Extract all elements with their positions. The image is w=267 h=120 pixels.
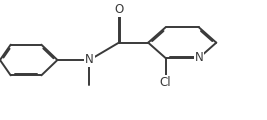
- Text: N: N: [195, 51, 203, 64]
- Text: O: O: [114, 3, 123, 16]
- Text: Cl: Cl: [160, 75, 171, 88]
- Text: N: N: [85, 54, 94, 66]
